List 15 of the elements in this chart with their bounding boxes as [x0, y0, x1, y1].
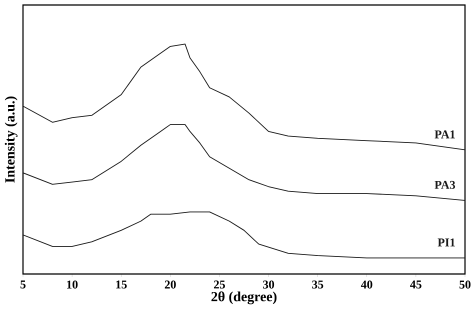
x-tick-label: 10 — [67, 280, 78, 289]
x-tick-label: 15 — [116, 280, 127, 289]
x-tick-label: 45 — [410, 280, 422, 288]
series-label: PA1 — [434, 130, 455, 138]
x-tick-label: 5 — [20, 280, 26, 288]
x-axis-title: 2θ (degree) — [211, 291, 277, 304]
x-tick-label: 40 — [360, 280, 372, 289]
x-tick-label: 50 — [460, 280, 471, 289]
x-tick-label: 35 — [312, 280, 324, 289]
x-tick-label: 30 — [263, 280, 274, 289]
x-tick-label: 25 — [214, 280, 225, 289]
y-axis-title: Intensity (a.u.) — [4, 96, 18, 183]
series-label: PI1 — [438, 238, 455, 246]
series-label: PA3 — [434, 180, 456, 189]
x-tick-label: 20 — [164, 280, 176, 289]
